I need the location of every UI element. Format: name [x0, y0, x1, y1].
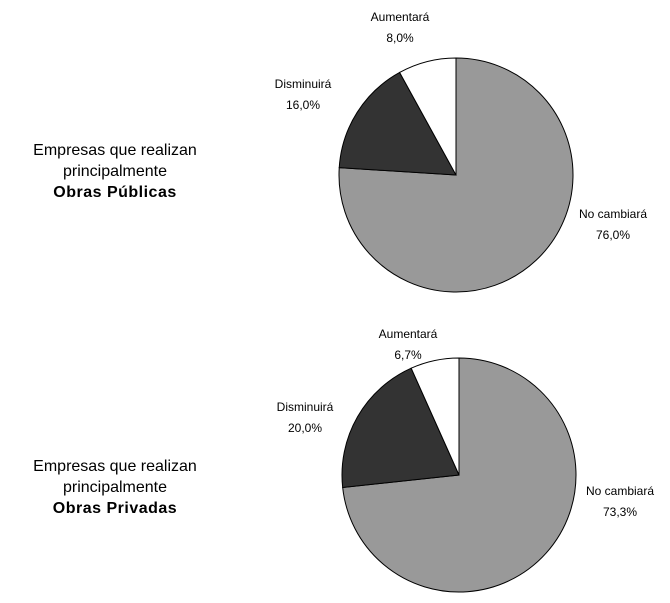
- slice-label: Aumentará: [379, 327, 438, 341]
- slice-value-label: 16,0%: [286, 98, 320, 112]
- side-label: Empresas que realizan principalmente Obr…: [0, 456, 230, 519]
- slice-label: No cambiará: [579, 207, 647, 221]
- slice-value-label: 6,7%: [394, 348, 422, 362]
- chart-subtitle: Obras Privadas: [52, 500, 178, 517]
- slice-value-label: 73,3%: [603, 505, 637, 519]
- chart-subtitle: Obras Públicas: [53, 184, 177, 201]
- pie-slice: [410, 357, 460, 476]
- side-label: Empresas que realizan principalmente Obr…: [0, 140, 230, 203]
- slice-label: Disminuirá: [277, 400, 334, 414]
- chart-title: Empresas que realizan principalmente: [33, 458, 197, 496]
- slice-label: No cambiará: [586, 484, 654, 498]
- slice-label: Aumentará: [371, 10, 430, 24]
- slice-label: Disminuirá: [275, 77, 332, 91]
- slice-value-label: 20,0%: [288, 421, 322, 435]
- pie-slice: [341, 367, 460, 489]
- chart-title: Empresas que realizan principalmente: [33, 142, 197, 180]
- pie-slice: [338, 57, 574, 293]
- slice-value-label: 76,0%: [596, 228, 630, 242]
- pie-slice: [338, 71, 457, 176]
- slice-value-label: 8,0%: [386, 31, 414, 45]
- pie-slice: [398, 57, 457, 176]
